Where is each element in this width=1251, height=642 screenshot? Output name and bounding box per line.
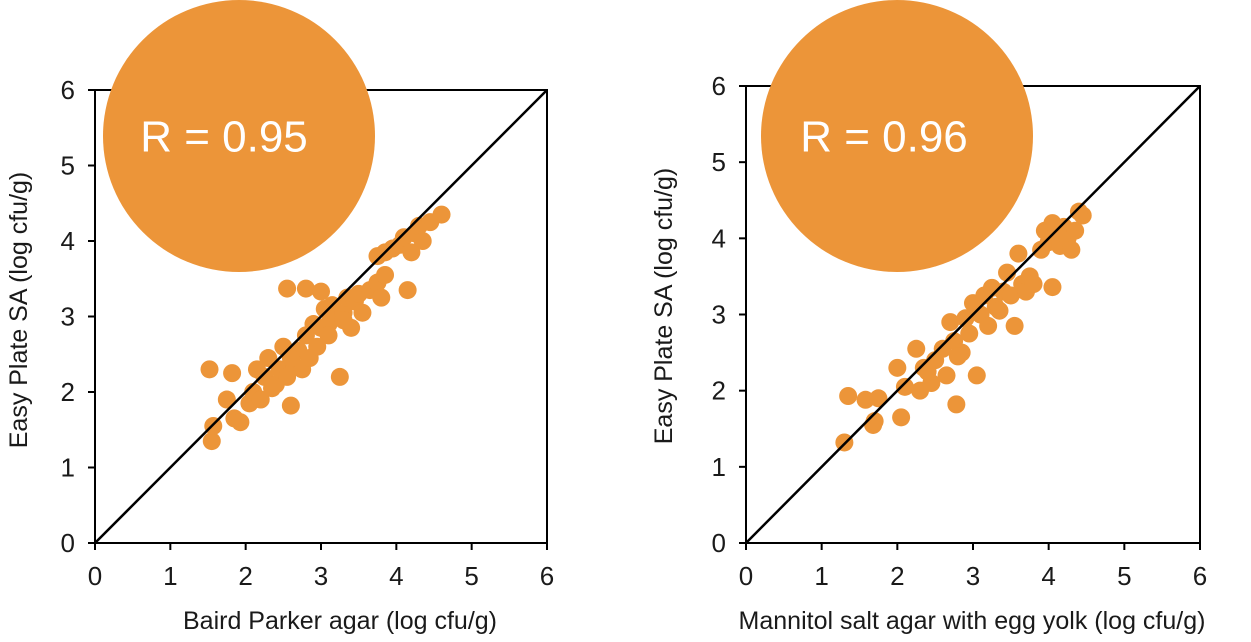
x-tick-label: 3 bbox=[314, 561, 328, 591]
data-point bbox=[319, 326, 338, 345]
scatter-panel-baird-parker: 0 1 2 3 4 5 6 0 1 2 3 4 5 6 Baird Parker agar (log c… bbox=[5, 0, 554, 635]
data-points bbox=[200, 205, 451, 451]
data-point bbox=[1043, 278, 1062, 297]
y-tick-label: 4 bbox=[712, 223, 726, 253]
x-tick-label: 1 bbox=[814, 561, 828, 591]
data-point bbox=[398, 281, 417, 300]
data-point bbox=[251, 390, 270, 409]
x-tick-label: 0 bbox=[88, 561, 102, 591]
data-point bbox=[413, 232, 432, 250]
data-point bbox=[1069, 202, 1088, 221]
data-point bbox=[263, 379, 282, 398]
y-tick-label: 5 bbox=[61, 151, 75, 181]
x-axis-title: Baird Parker agar (log cfu/g) bbox=[183, 607, 497, 635]
axis-ticks bbox=[88, 89, 548, 550]
identity-line bbox=[94, 89, 548, 544]
y-tick-label: 3 bbox=[712, 300, 726, 330]
data-point bbox=[1043, 214, 1062, 233]
x-tick-label: 6 bbox=[1193, 561, 1207, 591]
data-point bbox=[918, 362, 937, 381]
correlation-label: R = 0.95 bbox=[140, 113, 308, 162]
data-point bbox=[259, 349, 278, 368]
x-tick-label: 3 bbox=[966, 561, 980, 591]
y-tick-label: 1 bbox=[61, 453, 75, 483]
correlation-badge bbox=[103, 0, 375, 272]
x-tick-label: 4 bbox=[1041, 561, 1055, 591]
data-point bbox=[312, 282, 330, 301]
data-point bbox=[941, 313, 960, 332]
y-tick-label: 5 bbox=[712, 147, 726, 177]
data-point bbox=[907, 339, 926, 358]
data-point bbox=[888, 358, 907, 377]
x-tick-label: 4 bbox=[389, 561, 403, 591]
y-tick-label: 4 bbox=[61, 226, 75, 256]
data-point bbox=[1066, 221, 1085, 240]
data-point bbox=[892, 408, 911, 427]
data-point bbox=[839, 386, 858, 405]
y-tick-label: 0 bbox=[61, 528, 75, 558]
axis-ticks bbox=[739, 85, 1201, 550]
data-point bbox=[231, 413, 250, 432]
x-tick-label: 2 bbox=[238, 561, 252, 591]
x-tick-label: 5 bbox=[464, 561, 478, 591]
x-tick-label: 0 bbox=[739, 561, 753, 591]
data-point bbox=[947, 395, 966, 414]
data-point bbox=[200, 360, 219, 379]
data-point bbox=[223, 364, 242, 383]
data-point bbox=[1005, 316, 1024, 335]
data-point bbox=[960, 324, 979, 343]
y-tick-label: 6 bbox=[712, 71, 726, 101]
x-tick-label: 1 bbox=[163, 561, 177, 591]
data-point bbox=[967, 366, 986, 385]
data-point bbox=[278, 279, 297, 298]
data-point bbox=[202, 432, 221, 451]
data-point bbox=[217, 390, 236, 409]
y-tick-label: 6 bbox=[61, 75, 75, 105]
data-point bbox=[353, 303, 372, 322]
data-point bbox=[372, 288, 391, 307]
data-point bbox=[1024, 275, 1043, 294]
data-point bbox=[979, 316, 998, 335]
data-point bbox=[376, 265, 395, 284]
data-point bbox=[948, 347, 967, 366]
x-tick-label: 2 bbox=[890, 561, 904, 591]
data-point bbox=[937, 366, 956, 385]
y-tick-label: 1 bbox=[712, 452, 726, 482]
x-tick-label: 6 bbox=[540, 561, 554, 591]
data-point bbox=[1062, 240, 1081, 259]
y-tick-labels: 0 1 2 3 4 5 6 bbox=[61, 75, 75, 558]
y-tick-label: 0 bbox=[712, 528, 726, 558]
x-axis-title: Mannitol salt agar with egg yolk (log cf… bbox=[739, 607, 1206, 635]
data-point bbox=[334, 311, 353, 330]
data-point bbox=[296, 279, 315, 298]
correlation-label: R = 0.96 bbox=[800, 113, 968, 162]
data-point bbox=[990, 301, 1009, 320]
data-point bbox=[330, 367, 349, 386]
y-axis-title: Easy Plate SA (log cfu/g) bbox=[650, 168, 678, 445]
y-tick-labels: 0 1 2 3 4 5 6 bbox=[712, 71, 726, 558]
data-point bbox=[895, 377, 914, 396]
scatter-panel-mannitol-salt: 0 1 2 3 4 5 6 0 1 2 3 4 5 6 Mannitol salt agar with … bbox=[650, 0, 1207, 635]
x-tick-label: 5 bbox=[1117, 561, 1131, 591]
x-tick-labels: 0 1 2 3 4 5 6 bbox=[739, 561, 1207, 591]
data-point bbox=[281, 396, 300, 415]
y-tick-label: 2 bbox=[712, 376, 726, 406]
data-point bbox=[432, 205, 451, 224]
y-tick-label: 3 bbox=[61, 302, 75, 332]
x-tick-labels: 0 1 2 3 4 5 6 bbox=[88, 561, 554, 591]
y-tick-label: 2 bbox=[61, 377, 75, 407]
data-point bbox=[308, 337, 327, 356]
correlation-badge bbox=[761, 0, 1033, 272]
data-point bbox=[281, 349, 300, 368]
identity-line bbox=[745, 85, 1201, 544]
data-point bbox=[1001, 286, 1020, 305]
data-point bbox=[869, 389, 888, 408]
data-point bbox=[956, 309, 975, 328]
data-point bbox=[1009, 244, 1028, 263]
y-axis-title: Easy Plate SA (log cfu/g) bbox=[5, 172, 33, 449]
data-point bbox=[402, 243, 421, 262]
